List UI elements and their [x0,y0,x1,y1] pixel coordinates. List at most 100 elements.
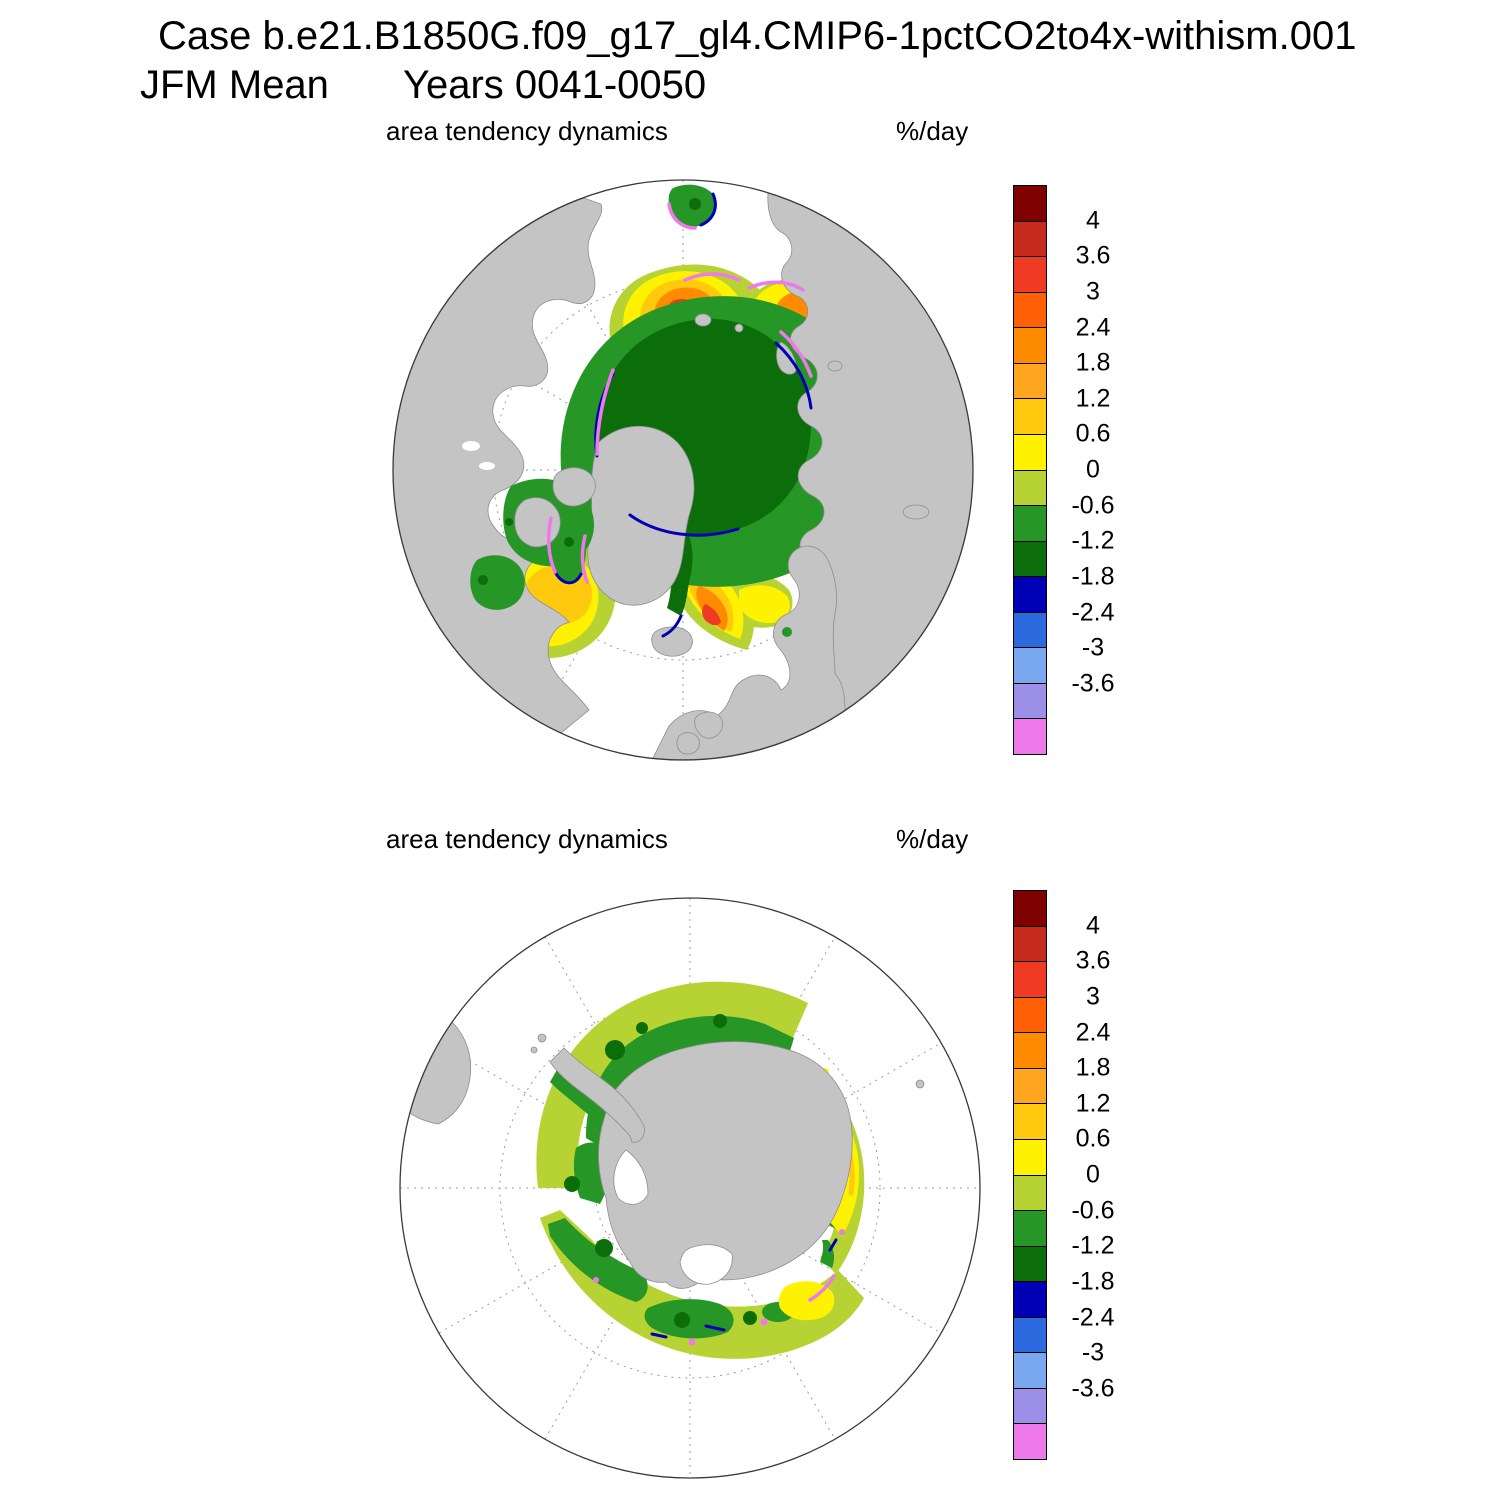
colorbar-cell [1014,612,1046,649]
colorbar-tick-label: 1.8 [1075,348,1111,377]
arctic-map [392,179,974,761]
arctic-ice-edge-details [546,192,813,638]
colorbar-cell [1014,470,1046,507]
colorbar-cell [1014,434,1046,471]
arctic-map-boundary [392,179,974,761]
colorbar-cell [1014,541,1046,578]
colorbar-cell [1014,328,1046,364]
great-bear-lake [462,441,480,451]
colorbar-cell [1014,683,1046,720]
antarctic-peninsula [549,1047,645,1143]
title-case: Case b.e21.B1850G.f09_g17_gl4.CMIP6-1pct… [158,14,1357,58]
colorbar-cell [1014,1104,1046,1140]
colorbar-cell [1014,1175,1046,1212]
panel1-units-label: %/day [896,116,969,146]
colorbar-tick-label: 4 [1086,911,1100,940]
colorbar-cells [1013,890,1047,1460]
colorbar-tick-label: 0.6 [1075,419,1111,448]
colorbar-tick-label: -0.6 [1071,1196,1115,1225]
colorbar-cell [1014,1033,1046,1069]
franz-josef-land [734,323,744,333]
panel1-variable-label: area tendency dynamics [386,116,668,146]
colorbar-tick-label: 3.6 [1075,241,1111,270]
ross-sea-bay [679,1244,733,1285]
colorbar-tick-label: -1.2 [1071,526,1115,555]
colorbar-cell [1014,577,1046,613]
baffin-island [514,497,561,548]
svalbard [694,313,712,327]
colorbar-tick-label: 3 [1086,982,1100,1011]
antarctic-map-boundary [399,897,981,1479]
panel1-colorbar: 4 3.6 3 2.4 1.8 1.2 0.6 0 -0.6 -1.2 -1.8 -2.4 -3 -3.6 [1013,185,1115,755]
subantarctic-island [915,1079,925,1089]
great-slave-lake [479,462,495,470]
colorbar-cell [1014,1139,1046,1176]
colorbar-cell [1014,1424,1046,1459]
colorbar-tick-label: -2.4 [1071,1303,1115,1331]
title-season: JFM Mean [140,63,329,107]
colorbar-labels: 4 3.6 3 2.4 1.8 1.2 0.6 0 -0.6 -1.2 -1.8 -2.4 -3 -3.6 [1057,890,1129,1460]
colorbar-tick-label: -1.8 [1071,1267,1115,1296]
colorbar-cell [1014,506,1046,542]
colorbar-cell [1014,1282,1046,1318]
panel2-variable-label: area tendency dynamics [386,824,668,854]
ireland [676,732,700,755]
colorbar-cell [1014,1068,1046,1105]
colorbar-cell [1014,962,1046,998]
colorbar-tick-label: 3 [1086,277,1100,306]
europe-landmass [652,545,846,760]
colorbar-tick-label: -1.2 [1071,1231,1115,1260]
antarctic-land [409,1021,925,1289]
colorbar-tick-label: 0.6 [1075,1124,1111,1153]
weddell-sea-bay [613,1149,649,1205]
iceland [651,626,693,657]
antarctic-ice-edge-details [593,1229,845,1346]
severnaya-zemlya [827,360,843,372]
colorbar-tick-label: 0 [1086,1160,1100,1189]
panel2-colorbar: 4 3.6 3 2.4 1.8 1.2 0.6 0 -0.6 -1.2 -1.8 -2.4 -3 -3.6 [1013,890,1115,1460]
colorbar-cell [1014,257,1046,293]
colorbar-tick-label: 3.6 [1075,946,1111,975]
colorbar-cell [1014,719,1046,754]
title-subline: JFM Mean Years 0041-0050 [140,63,1500,108]
colorbar-tick-label: 0 [1086,455,1100,484]
colorbar-cell [1014,891,1046,927]
colorbar-cell [1014,1211,1046,1247]
colorbar-cell [1014,1388,1046,1425]
peninsula-tip-island [537,1033,547,1043]
colorbar-cell [1014,648,1046,684]
colorbar-tick-label: 2.4 [1075,1018,1111,1046]
colorbar-cells [1013,185,1047,755]
colorbar-tick-label: -0.6 [1071,491,1115,520]
colorbar-cell [1014,926,1046,963]
colorbar-tick-label: 1.2 [1075,384,1111,413]
colorbar-cell [1014,1317,1046,1354]
panel2-units-label: %/day [896,824,969,854]
colorbar-tick-label: 1.8 [1075,1053,1111,1082]
colorbar-cell [1014,186,1046,222]
colorbar-cell [1014,1246,1046,1283]
ellesmere-island [552,467,596,507]
colorbar-tick-label: -2.4 [1071,598,1115,626]
antarctic-map [399,897,981,1479]
peninsula-tip-island [530,1046,538,1054]
colorbar-cell [1014,1353,1046,1389]
wrangel-island [902,504,930,520]
great-britain [694,711,723,739]
colorbar-tick-label: 4 [1086,206,1100,235]
colorbar-cell [1014,221,1046,258]
colorbar-tick-label: -1.8 [1071,562,1115,591]
colorbar-cell [1014,292,1046,329]
antarctica-landmass [598,1041,853,1289]
colorbar-tick-label: -3 [1081,633,1105,662]
colorbar-tick-label: -3.6 [1071,1374,1115,1403]
colorbar-cell [1014,997,1046,1034]
colorbar-cell [1014,399,1046,435]
title-block: Case b.e21.B1850G.f09_g17_gl4.CMIP6-1pct… [0,14,1500,108]
colorbar-labels: 4 3.6 3 2.4 1.8 1.2 0.6 0 -0.6 -1.2 -1.8 -2.4 -3 -3.6 [1057,185,1129,755]
colorbar-tick-label: 1.2 [1075,1089,1111,1118]
arctic-land [392,192,974,760]
colorbar-tick-label: -3.6 [1071,669,1115,698]
colorbar-tick-label: -3 [1081,1338,1105,1367]
